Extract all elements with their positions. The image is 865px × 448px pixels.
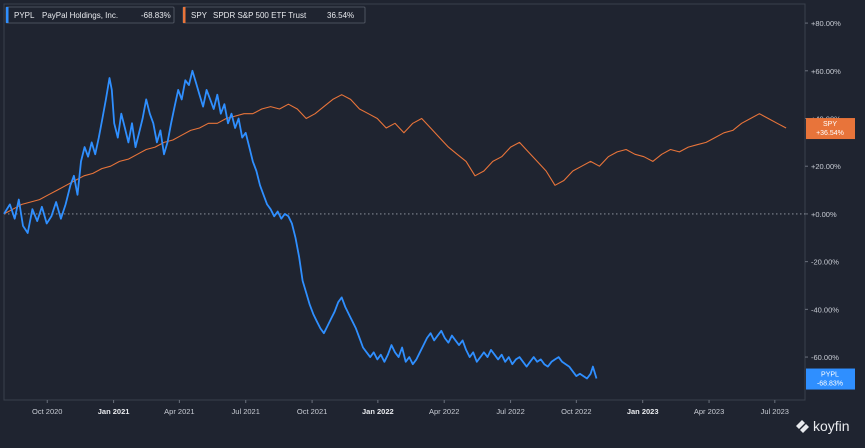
y-tick-label: -20.00% — [811, 258, 839, 267]
y-tick-label: -60.00% — [811, 353, 839, 362]
x-tick-label: Jan 2023 — [627, 407, 659, 416]
end-badge-ticker: PYPL — [821, 372, 839, 379]
brand-name: koyfin — [813, 418, 850, 434]
legend-value: -68.83% — [141, 11, 171, 20]
x-tick-label: Jul 2022 — [496, 407, 524, 416]
end-badge-bg — [806, 368, 855, 390]
legend-name: PayPal Holdings, Inc. — [42, 11, 118, 20]
legend-value: 36.54% — [327, 11, 354, 20]
y-tick-label: +60.00% — [811, 67, 841, 76]
x-tick-label: Oct 2021 — [297, 407, 327, 416]
legend-ticker: PYPL — [14, 11, 35, 20]
end-badge-bg — [806, 118, 855, 140]
end-badge-ticker: SPY — [823, 121, 837, 128]
x-tick-label: Apr 2022 — [429, 407, 459, 416]
x-tick-label: Jul 2023 — [761, 407, 789, 416]
end-labels: PYPL -68.83% SPY +36.54% — [806, 118, 855, 390]
series-line-spy — [3, 94, 787, 215]
plot-frame — [3, 3, 806, 401]
y-tick-label: +80.00% — [811, 19, 841, 28]
y-tick-label: +0.00% — [811, 210, 837, 219]
legend-name: SPDR S&P 500 ETF Trust — [213, 11, 307, 20]
legend[interactable]: PYPL PayPal Holdings, Inc. -68.83% SPY SPDR … — [5, 6, 366, 24]
end-badge-pypl: PYPL -68.83% — [806, 368, 855, 390]
series-layer — [3, 69, 787, 380]
end-badge-value: -68.83% — [817, 381, 843, 388]
x-tick-label: Apr 2021 — [164, 407, 194, 416]
x-tick-label: Oct 2022 — [561, 407, 591, 416]
koyfin-logo: koyfin — [796, 418, 850, 434]
end-badge-value: +36.54% — [816, 130, 844, 137]
legend-item-pypl[interactable]: PYPL PayPal Holdings, Inc. -68.83% — [5, 6, 175, 24]
x-tick-label: Oct 2020 — [32, 407, 62, 416]
y-tick-label: -40.00% — [811, 305, 839, 314]
x-tick-label: Apr 2023 — [694, 407, 724, 416]
x-tick-label: Jul 2021 — [232, 407, 260, 416]
series-line-pypl — [3, 69, 598, 380]
koyfin-mark-icon — [796, 420, 809, 433]
legend-color-swatch — [6, 7, 9, 23]
end-badge-spy: SPY +36.54% — [806, 118, 855, 140]
x-tick-label: Jan 2022 — [362, 407, 394, 416]
y-tick-label: +20.00% — [811, 162, 841, 171]
legend-item-spy[interactable]: SPY SPDR S&P 500 ETF Trust 36.54% — [182, 6, 366, 24]
x-axis: Oct 2020 Jan 2021 Apr 2021 Jul 2021 Oct 2021… — [32, 400, 789, 416]
legend-ticker: SPY — [191, 11, 208, 20]
x-tick-label: Jan 2021 — [98, 407, 130, 416]
legend-color-swatch — [183, 7, 186, 23]
